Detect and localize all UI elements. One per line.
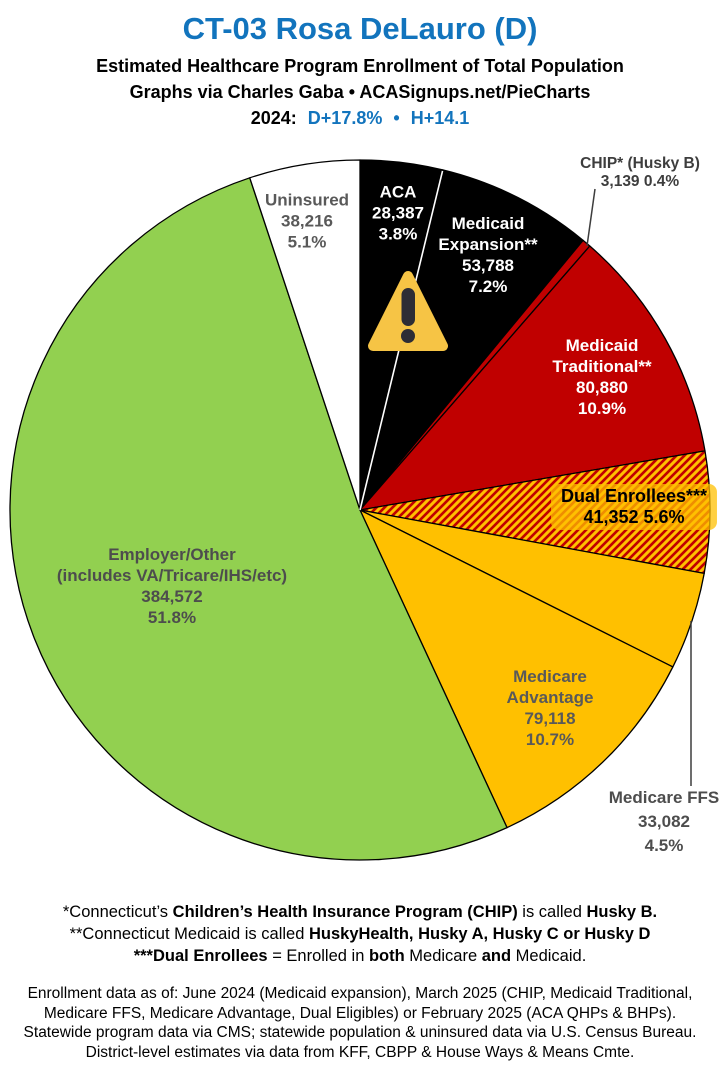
- slice-name: CHIP* (Husky B): [580, 155, 700, 172]
- slice-name: Traditional**: [552, 357, 652, 376]
- slice-name: Medicare FFS: [608, 788, 720, 807]
- slice-name: (includes VA/Tricare/IHS/etc): [56, 566, 288, 585]
- slice-value-pct: 41,352 5.6%: [561, 507, 707, 528]
- slice-value: 33,082: [637, 812, 690, 831]
- slice-value: 79,118: [524, 709, 576, 728]
- pie-slice-employer-other: [9, 177, 508, 861]
- footnote-medicaid: **Connecticut Medicaid is called HuskyHe…: [69, 925, 651, 943]
- slice-pct: 4.5%: [644, 836, 684, 855]
- warning-icon: [368, 271, 448, 351]
- slice-pct: 5.6%: [643, 507, 685, 527]
- slice-pct: 7.2%: [468, 277, 508, 296]
- slice-name: Medicaid: [565, 336, 639, 355]
- slice-name: Uninsured: [264, 190, 350, 210]
- data-source-line: District-level estimates via data from K…: [85, 1043, 635, 1061]
- slice-name: Expansion**: [438, 235, 538, 254]
- page-title: CT-03 Rosa DeLauro (D): [182, 11, 538, 46]
- pie-slice-uninsured: [249, 159, 361, 511]
- pie-slice-medicare-advantage: [359, 509, 674, 829]
- credit-line: Graphs via Charles Gaba • ACASignups.net…: [129, 82, 591, 102]
- footnote-dual: ***Dual Enrollees = Enrolled in both Med…: [133, 947, 587, 965]
- pie-slice-medicaid-expansion: [359, 169, 584, 511]
- lean-year: 2024:: [250, 108, 297, 128]
- slice-value: 80,880: [576, 378, 628, 397]
- slice-name: Medicare: [513, 667, 587, 686]
- slice-value: 3,139: [600, 173, 640, 190]
- slice-pct: 10.7%: [525, 730, 575, 749]
- data-source-line: Statewide program data via CMS; statewid…: [23, 1024, 697, 1041]
- slice-pct: 0.4%: [643, 173, 680, 190]
- slice-value: 384,572: [141, 587, 203, 606]
- slice-label-medicaid-traditional: Medicaid Traditional** 80,880 10.9%: [552, 335, 651, 419]
- lean-separator-dot: •: [393, 108, 400, 128]
- slice-value: 53,788: [461, 256, 514, 275]
- slice-pct: 10.9%: [577, 399, 627, 418]
- partisan-lean-line: 2024: D+17.8% • H+14.1: [0, 107, 720, 129]
- slice-label-medicare-ffs: Medicare FFS 33,082 4.5%: [609, 786, 720, 858]
- footnote-data-sources: Enrollment data as of: June 2024 (Medica…: [0, 984, 720, 1062]
- data-source-line: Medicare FFS, Medicare Advantage, Dual E…: [43, 1004, 677, 1022]
- slice-label-dual-enrollees: Dual Enrollees*** 41,352 5.6%: [550, 484, 718, 530]
- pie-slices-group: [9, 159, 711, 861]
- slice-label-uninsured: Uninsured 38,216 5.1%: [265, 190, 349, 253]
- slice-value: 28,387: [372, 203, 424, 223]
- slice-name: Dual Enrollees***: [560, 486, 708, 506]
- slice-label-medicare-advantage: Medicare Advantage 79,118 10.7%: [507, 666, 594, 750]
- slice-label-medicaid-expansion: Medicaid Expansion** 53,788 7.2%: [438, 213, 537, 297]
- slice-pct: 3.8%: [378, 224, 418, 244]
- slice-name: Advantage: [506, 688, 594, 707]
- footnote-definitions: *Connecticut’s Children’s Health Insuran…: [0, 901, 720, 967]
- lean-h-value: H+14.1: [410, 108, 470, 128]
- slice-value: 41,352: [583, 507, 639, 527]
- slice-name: ACA: [379, 182, 417, 202]
- pie-slice-medicaid-traditional: [359, 245, 706, 511]
- footnote-chip: *Connecticut’s Children’s Health Insuran…: [62, 903, 658, 921]
- slice-label-chip: CHIP* (Husky B) 3,139 0.4%: [580, 155, 700, 191]
- data-source-line: Enrollment data as of: June 2024 (Medica…: [27, 985, 693, 1002]
- slice-pct: 5.1%: [287, 232, 327, 252]
- lean-d-value: D+17.8%: [307, 108, 383, 128]
- slice-label-aca: ACA 28,387 3.8%: [372, 182, 424, 245]
- subtitle: Estimated Healthcare Program Enrollment …: [96, 56, 624, 76]
- slice-label-employer-other: Employer/Other (includes VA/Tricare/IHS/…: [57, 544, 287, 628]
- slice-name: Employer/Other: [108, 545, 236, 564]
- slice-pct: 51.8%: [147, 608, 197, 627]
- slice-value: 38,216: [281, 211, 333, 231]
- slice-value-pct: 3,139 0.4%: [580, 173, 700, 191]
- chip-leader-line: [586, 188, 596, 247]
- slice-name: Medicaid: [451, 214, 525, 233]
